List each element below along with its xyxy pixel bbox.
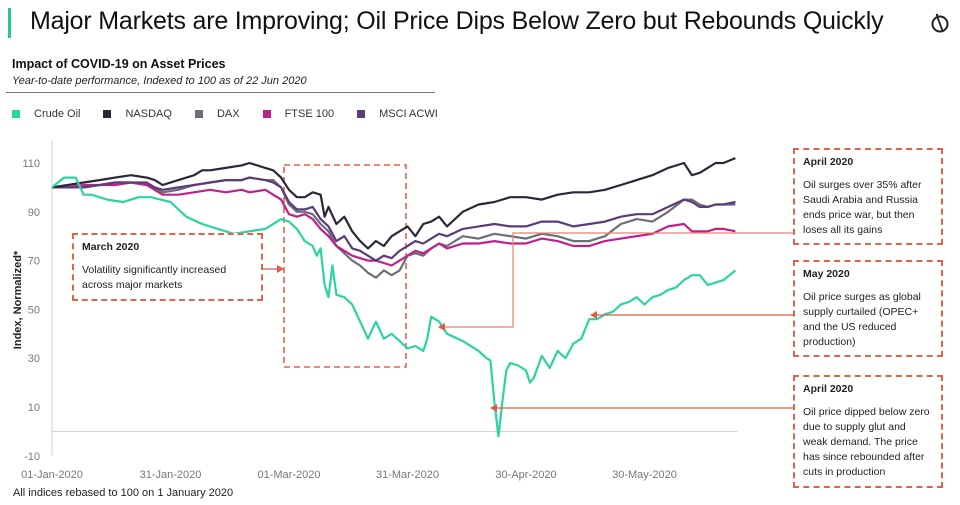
annotation-april-2020-surge: April 2020 Oil surges over 35% after Sau… (793, 148, 943, 245)
y-tick-label: -10 (24, 451, 40, 463)
legend-label: DAX (216, 108, 240, 120)
legend-swatch (357, 110, 366, 118)
arrow-april-surge (438, 323, 445, 331)
annotation-text: Oil price surges as global supply curtai… (803, 291, 921, 348)
arrow-april-zero (490, 404, 497, 412)
x-tick-label: 01-Jan-2020 (21, 469, 83, 481)
y-tick-label: 70 (28, 256, 40, 268)
y-axis-label: Index, Normalized* (12, 250, 24, 349)
legend-item: Crude Oil (12, 108, 80, 120)
y-tick-label: 110 (22, 158, 40, 170)
legend-item: FTSE 100 (262, 108, 335, 120)
x-tick-label: 30-Apr-2020 (495, 469, 556, 481)
annotation-may-2020: May 2020 Oil price surges as global supp… (793, 260, 943, 357)
connector-april-surge (443, 232, 793, 328)
legend-swatch (194, 110, 203, 118)
arrow-march (277, 265, 284, 273)
legend-item: MSCI ACWI (357, 108, 438, 120)
annotation-title: March 2020 (82, 241, 140, 253)
y-tick-label: 90 (28, 207, 40, 219)
legend-swatch (103, 110, 112, 118)
chart-title: Impact of COVID-19 on Asset Prices (12, 57, 226, 71)
annotation-text: Volatility significantly increased acros… (82, 264, 227, 291)
march-highlight-box (283, 164, 407, 368)
annotation-title: April 2020 (803, 383, 854, 395)
x-tick-label: 31-Mar-2020 (376, 469, 439, 481)
series-line-crude-oil (51, 176, 737, 438)
y-tick-label: 10 (28, 402, 40, 414)
annotation-march-2020: March 2020 Volatility significantly incr… (72, 233, 263, 301)
series-line-nasdaq (51, 157, 736, 250)
x-tick-label: 31-Jan-2020 (140, 469, 202, 481)
circle-slash-logo-icon (931, 13, 949, 33)
x-tick-label: 01-Mar-2020 (258, 469, 321, 481)
annotation-text: Oil surges over 35% after Saudi Arabia a… (803, 179, 922, 236)
annotation-title: May 2020 (803, 268, 850, 280)
legend-label: NASDAQ (125, 108, 172, 120)
legend-swatch (12, 110, 20, 118)
chart-legend: Crude Oil NASDAQ DAX FTSE 100 MSCI ACWI (12, 108, 461, 120)
annotation-text: Oil price dipped below zero due to suppl… (803, 406, 930, 478)
annotation-april-2020-below-zero: April 2020 Oil price dipped below zero d… (793, 375, 943, 488)
annotation-title: April 2020 (803, 156, 854, 168)
legend-swatch (262, 110, 271, 118)
legend-label: Crude Oil (34, 108, 81, 120)
title-accent-bar (8, 8, 11, 38)
y-tick-label: 30 (28, 353, 40, 365)
footnote: All indices rebased to 100 on 1 January … (13, 487, 234, 499)
x-tick-label: 30-May-2020 (612, 469, 677, 481)
legend-label: FTSE 100 (284, 108, 335, 120)
series-line-ftse-100 (52, 181, 736, 267)
chart-subtitle: Year-to-date performance, Indexed to 100… (12, 75, 307, 87)
legend-label: MSCI ACWI (379, 108, 438, 120)
header-divider (6, 92, 435, 93)
legend-item: NASDAQ (103, 108, 172, 120)
series-line-msci-acwi (52, 176, 736, 262)
page-title: Major Markets are Improving; Oil Price D… (30, 7, 884, 35)
arrow-may (590, 311, 597, 319)
y-tick-label: 50 (28, 304, 40, 316)
legend-item: DAX (194, 108, 240, 120)
